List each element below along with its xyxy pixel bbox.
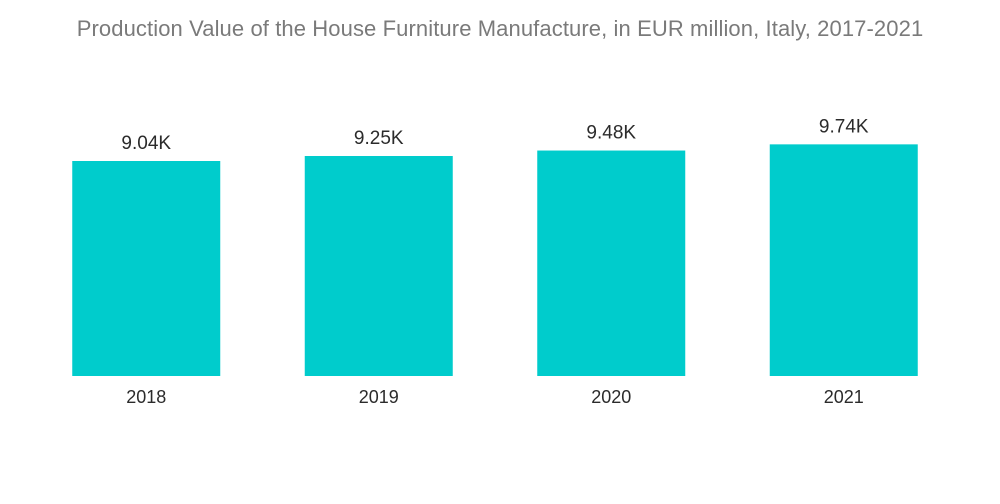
bar-2020 [537,150,686,376]
bar-2021 [769,144,918,376]
bar-2019 [304,156,453,376]
x-tick-label-2019: 2019 [359,387,399,407]
data-label-2021: 9.74K [819,116,869,137]
data-label-2018: 9.04K [121,133,171,154]
x-tick-label-2020: 2020 [591,387,631,407]
x-tick-label-2018: 2018 [126,387,166,407]
bar-2018 [72,161,221,376]
x-tick-label-2021: 2021 [824,387,864,407]
chart-title: Production Value of the House Furniture … [76,16,924,41]
data-label-2020: 9.48K [586,123,636,144]
data-label-2019: 9.25K [354,128,404,149]
